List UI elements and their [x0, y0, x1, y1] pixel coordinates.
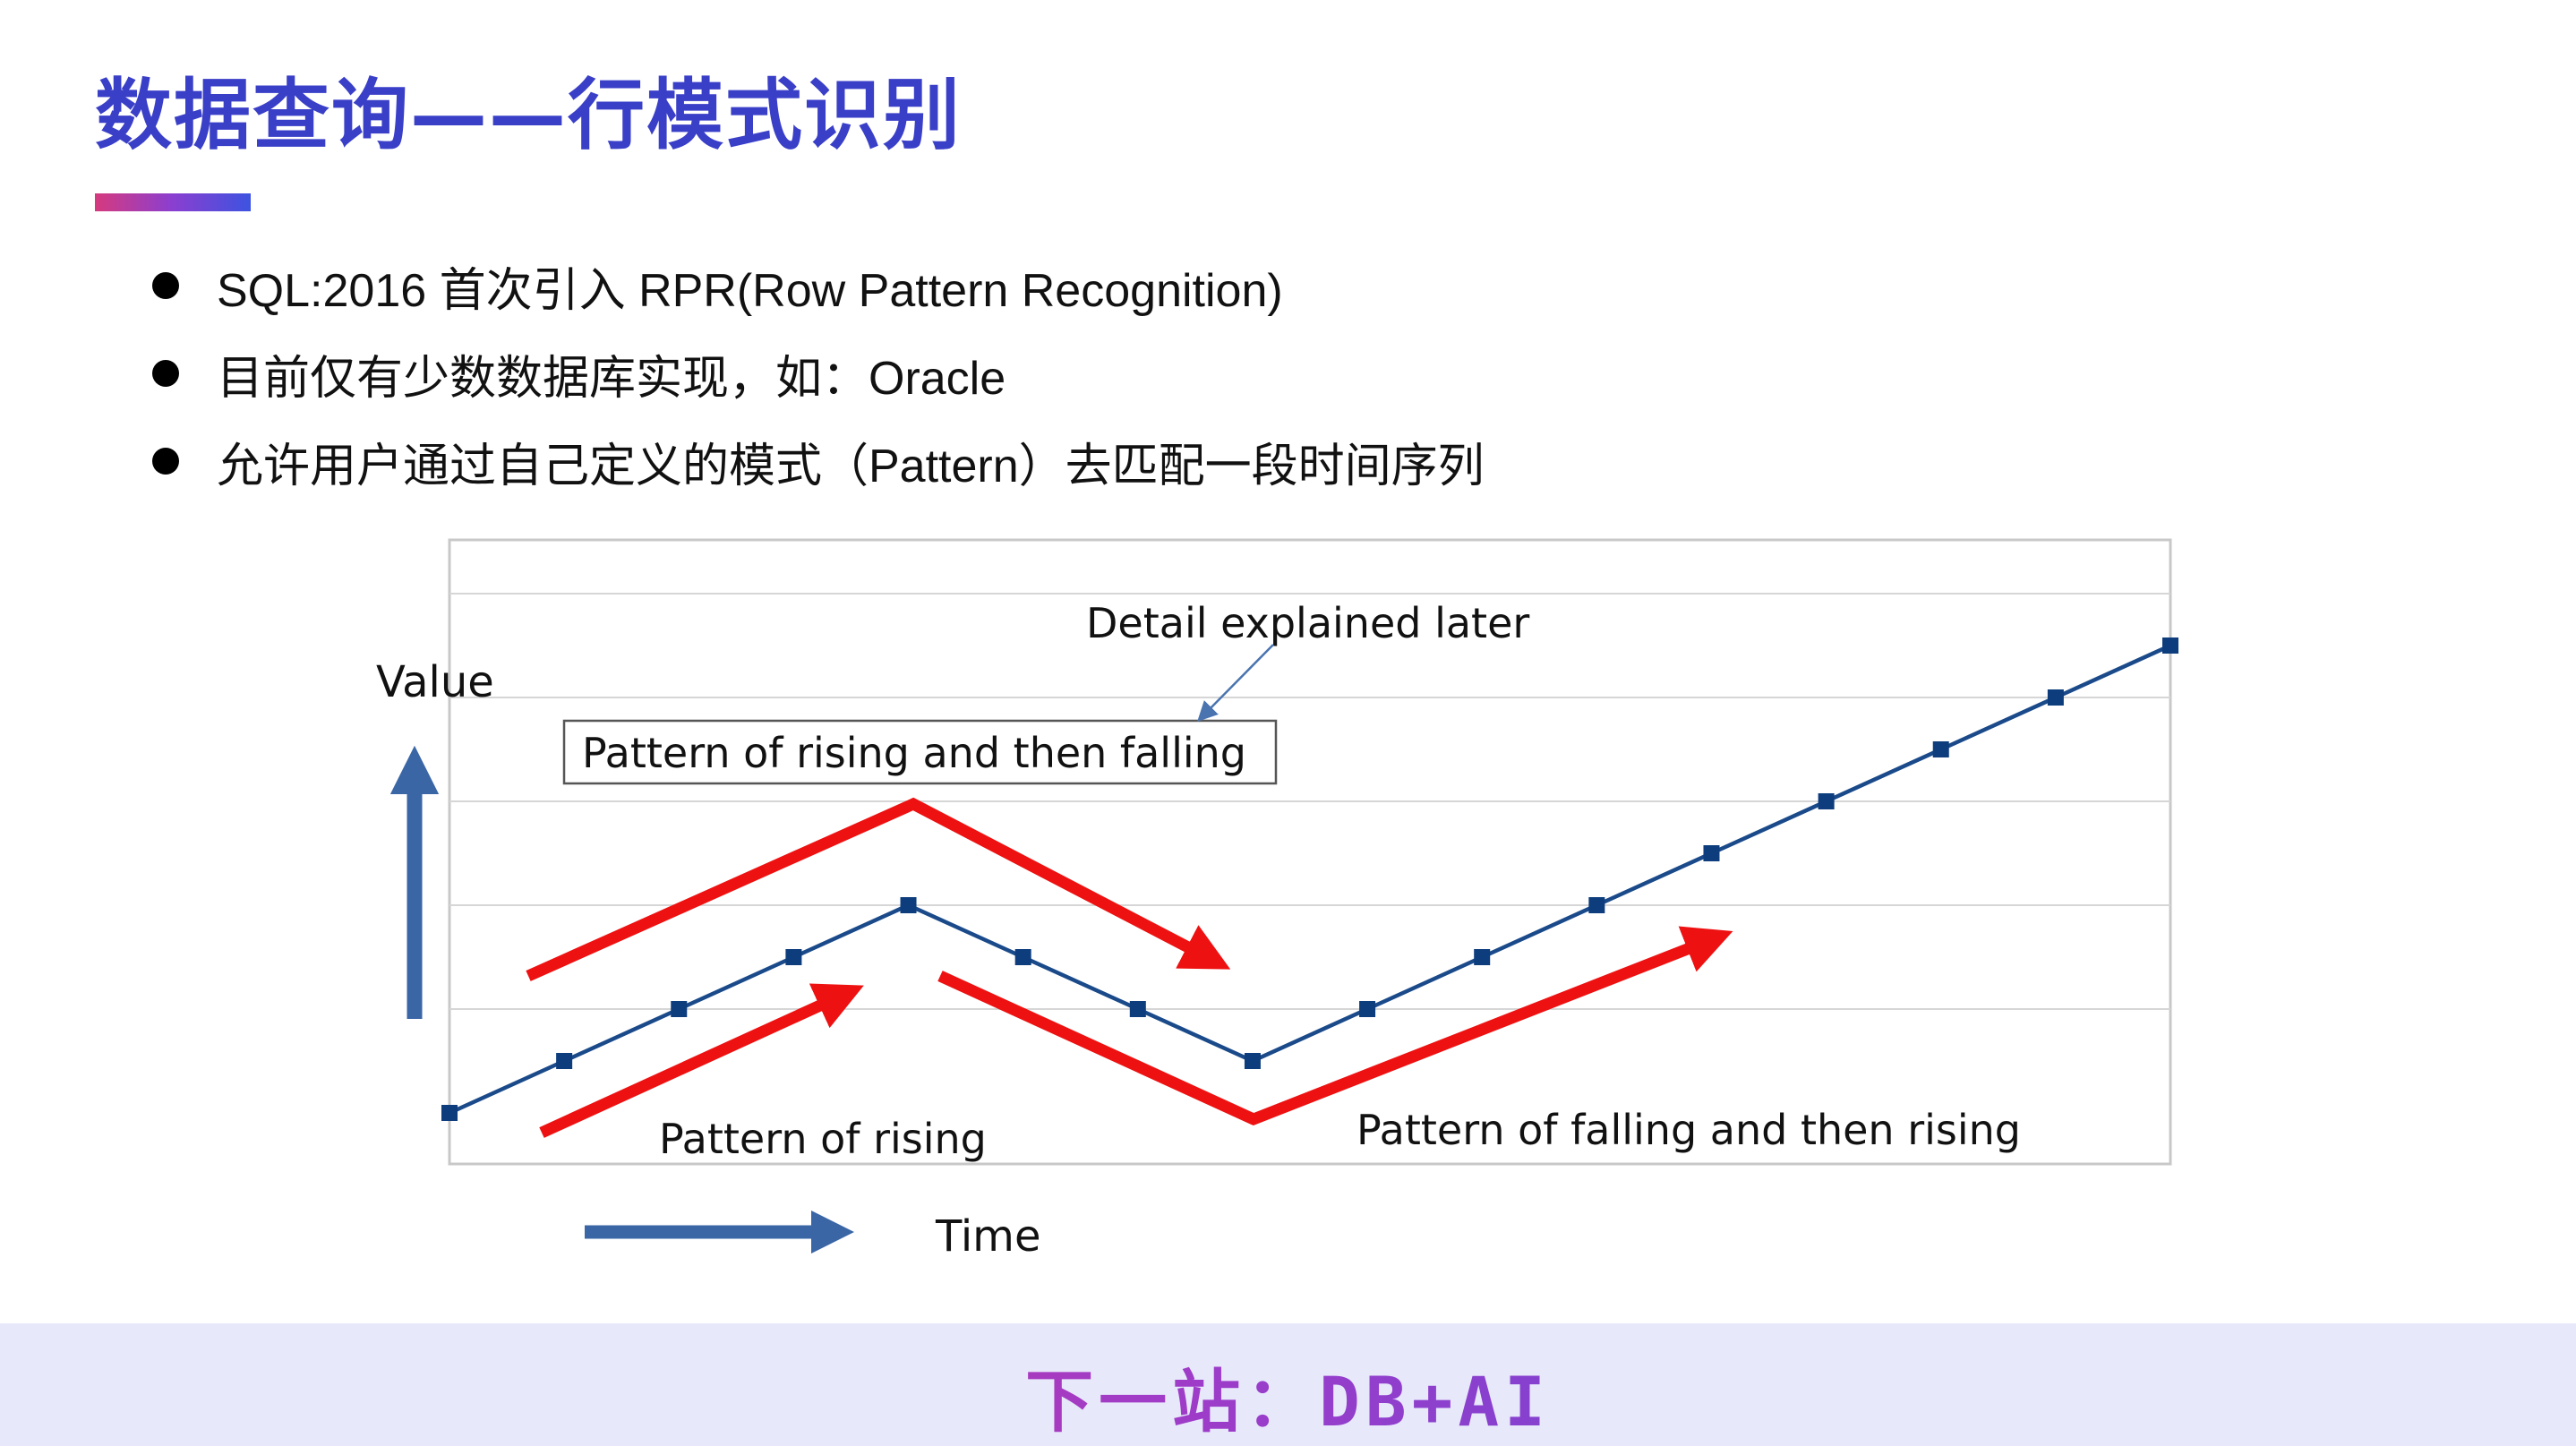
footer-bar: 下一站：DB+AI: [0, 1323, 2576, 1446]
detail-label: Detail explained later: [1086, 599, 1529, 647]
data-point-marker: [1359, 1001, 1376, 1017]
data-point-marker: [2162, 637, 2178, 654]
data-point-marker: [671, 1001, 688, 1017]
data-point-marker: [2047, 689, 2064, 706]
data-point-marker: [556, 1053, 573, 1069]
data-point-marker: [1703, 845, 1720, 861]
rising-label: Pattern of rising: [659, 1115, 987, 1163]
bullet-text: SQL:2016 首次引入 RPR(Row Pattern Recognitio…: [217, 264, 1283, 317]
footer-slogan: 下一站：DB+AI: [0, 1347, 2576, 1445]
y-axis-label: Value: [376, 657, 494, 707]
bullet-list: SQL:2016 首次引入 RPR(Row Pattern Recognitio…: [152, 242, 1485, 505]
pattern-label-box: [562, 719, 1278, 785]
data-point-marker: [1129, 1001, 1146, 1017]
rise-fall-pattern-arrow: [526, 797, 1231, 981]
data-point-marker: [785, 949, 802, 965]
fall-rise-label: Pattern of falling and then rising: [1356, 1106, 2021, 1154]
bullet-dot-icon: [152, 360, 179, 387]
title-underline: [95, 193, 251, 211]
data-point-marker: [900, 897, 917, 913]
bullet-dot-icon: [152, 448, 179, 475]
bullet-text: 允许用户通过自己定义的模式（Pattern）去匹配一段时间序列: [217, 440, 1485, 492]
bullet-text: 目前仅有少数数据库实现，如：Oracle: [217, 352, 1006, 405]
rising-pattern-arrow: [539, 983, 864, 1138]
data-point-marker: [1588, 897, 1605, 913]
x-axis-label: Time: [935, 1211, 1040, 1262]
data-point-marker: [441, 1105, 458, 1121]
bullet-item: 允许用户通过自己定义的模式（Pattern）去匹配一段时间序列: [152, 417, 1485, 505]
pattern-rise-fall-label: Pattern of rising and then falling: [582, 729, 1246, 777]
series-line: [449, 643, 2171, 1116]
bullet-item: SQL:2016 首次引入 RPR(Row Pattern Recognitio…: [152, 242, 1485, 329]
data-point-marker: [1474, 949, 1491, 965]
data-point-marker: [1932, 741, 1949, 757]
detail-pointer-arrow: [1197, 644, 1274, 723]
bullet-item: 目前仅有少数数据库实现，如：Oracle: [152, 329, 1485, 417]
plot-frame: [448, 538, 2172, 1166]
data-point-marker: [1014, 949, 1031, 965]
bullet-dot-icon: [152, 272, 179, 299]
page-title: 数据查询——行模式识别: [95, 71, 962, 160]
pattern-chart: Value Time Pattern of rising and then fa…: [376, 538, 2178, 1262]
fall-rise-pattern-arrow: [937, 926, 1733, 1126]
data-point-marker: [1244, 1053, 1261, 1069]
series-markers: [441, 637, 2178, 1121]
data-point-marker: [1818, 793, 1835, 809]
gridlines: [449, 593, 2170, 1010]
